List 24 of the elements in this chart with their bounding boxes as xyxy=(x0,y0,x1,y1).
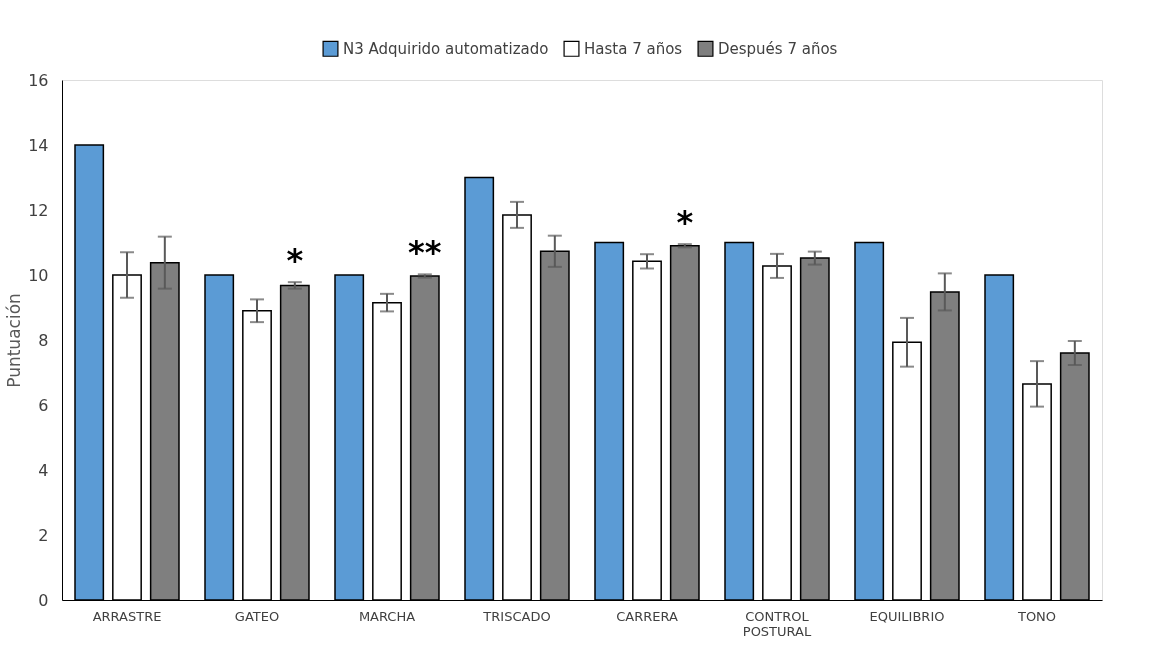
y-tick-label: 6 xyxy=(38,395,49,415)
x-tick-label: CONTROL POSTURAL xyxy=(742,608,812,639)
y-tick-label: 2 xyxy=(38,525,49,545)
y-tick-label: 14 xyxy=(28,135,49,155)
y-tick-label: 8 xyxy=(38,330,49,350)
x-tick-label: MARCHA xyxy=(358,608,416,624)
legend-label: Después 7 años xyxy=(718,39,838,58)
x-tick-label: ARRASTRE xyxy=(92,608,162,624)
annotation: * xyxy=(286,241,304,280)
annotation: * xyxy=(676,203,694,242)
y-tick-label: 4 xyxy=(38,460,49,480)
annotation: ** xyxy=(408,233,442,272)
y-tick-label: 16 xyxy=(28,70,49,90)
x-tick-label: EQUILIBRIO xyxy=(869,608,945,624)
legend-label: N3 Adquirido automatizado xyxy=(343,39,549,58)
x-tick-label: GATEO xyxy=(234,608,280,624)
y-tick-label: 10 xyxy=(28,265,49,285)
x-tick-label: TONO xyxy=(1016,608,1057,624)
y-tick-label: 12 xyxy=(28,200,49,220)
y-axis-title: Puntuación xyxy=(4,293,25,388)
y-tick-label: 0 xyxy=(38,590,49,610)
x-tick-label: CARRERA xyxy=(616,608,678,624)
x-tick-label: TRISCADO xyxy=(482,608,551,624)
legend-label: Hasta 7 años xyxy=(584,39,683,58)
